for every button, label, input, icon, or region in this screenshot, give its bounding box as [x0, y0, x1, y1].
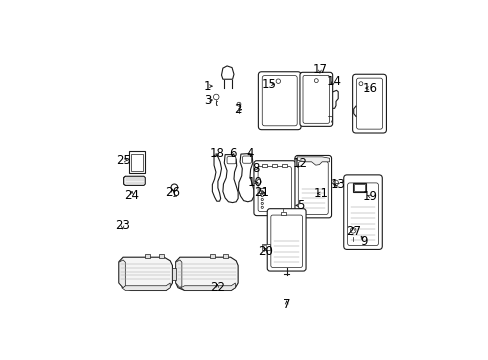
Bar [223, 254, 228, 258]
Bar [354, 184, 365, 191]
Text: 7: 7 [283, 298, 290, 311]
FancyBboxPatch shape [258, 167, 291, 211]
FancyBboxPatch shape [303, 75, 329, 123]
Bar [131, 154, 142, 171]
FancyBboxPatch shape [242, 156, 251, 163]
FancyBboxPatch shape [299, 72, 332, 126]
FancyBboxPatch shape [347, 183, 378, 246]
FancyBboxPatch shape [298, 162, 327, 215]
Polygon shape [119, 257, 172, 291]
Polygon shape [123, 176, 145, 185]
Polygon shape [238, 153, 253, 202]
Bar [259, 188, 264, 193]
Text: 12: 12 [292, 157, 307, 170]
Circle shape [261, 191, 263, 193]
Text: 18: 18 [209, 147, 224, 160]
FancyBboxPatch shape [267, 209, 305, 271]
FancyBboxPatch shape [343, 175, 382, 249]
Text: 19: 19 [362, 190, 377, 203]
Bar [262, 245, 265, 248]
Text: 21: 21 [254, 186, 269, 199]
Polygon shape [223, 155, 238, 203]
Circle shape [332, 180, 338, 186]
FancyBboxPatch shape [356, 78, 382, 129]
FancyBboxPatch shape [270, 215, 302, 267]
Polygon shape [221, 66, 233, 79]
FancyBboxPatch shape [258, 72, 301, 130]
Text: 13: 13 [330, 178, 345, 191]
Circle shape [237, 102, 241, 106]
Text: 25: 25 [116, 154, 131, 167]
Bar [172, 268, 175, 280]
Circle shape [350, 228, 355, 233]
Text: 1: 1 [203, 80, 211, 93]
Bar [158, 254, 163, 258]
Bar [209, 254, 214, 258]
Text: 20: 20 [258, 245, 273, 258]
Text: 2: 2 [234, 103, 242, 116]
FancyBboxPatch shape [253, 161, 295, 216]
Circle shape [213, 94, 219, 100]
FancyBboxPatch shape [352, 74, 386, 133]
Polygon shape [175, 257, 238, 291]
Bar [281, 164, 286, 167]
Text: 11: 11 [313, 187, 328, 200]
Text: 23: 23 [115, 219, 130, 232]
Bar [261, 244, 269, 250]
Text: 15: 15 [262, 78, 276, 91]
Text: 8: 8 [251, 162, 259, 175]
Circle shape [276, 79, 280, 84]
Polygon shape [175, 260, 182, 288]
Text: 10: 10 [247, 176, 262, 189]
FancyBboxPatch shape [262, 76, 297, 126]
Text: 24: 24 [124, 189, 139, 202]
Polygon shape [297, 157, 329, 165]
Bar [352, 183, 366, 192]
Text: 27: 27 [345, 225, 360, 238]
Polygon shape [119, 260, 125, 288]
Text: 26: 26 [164, 186, 180, 199]
Circle shape [314, 79, 318, 82]
Bar [280, 212, 285, 215]
Circle shape [358, 82, 362, 86]
Text: 4: 4 [246, 147, 254, 160]
Circle shape [261, 198, 263, 201]
Polygon shape [122, 283, 170, 291]
Polygon shape [212, 155, 221, 201]
Bar [128, 151, 144, 174]
Text: 9: 9 [360, 235, 367, 248]
Bar [262, 164, 267, 167]
Text: 14: 14 [325, 75, 341, 88]
Bar [144, 254, 149, 258]
Text: 16: 16 [362, 82, 377, 95]
Circle shape [261, 206, 263, 208]
Text: 6: 6 [228, 147, 236, 160]
FancyBboxPatch shape [226, 157, 235, 164]
Circle shape [256, 180, 261, 184]
Polygon shape [181, 283, 235, 291]
Circle shape [171, 184, 177, 191]
Text: 3: 3 [203, 94, 211, 107]
Circle shape [261, 202, 263, 204]
Circle shape [261, 194, 263, 197]
Bar [271, 164, 276, 167]
Text: 22: 22 [209, 281, 224, 294]
Text: 17: 17 [312, 63, 327, 76]
Text: 5: 5 [296, 199, 304, 212]
FancyBboxPatch shape [294, 156, 331, 218]
